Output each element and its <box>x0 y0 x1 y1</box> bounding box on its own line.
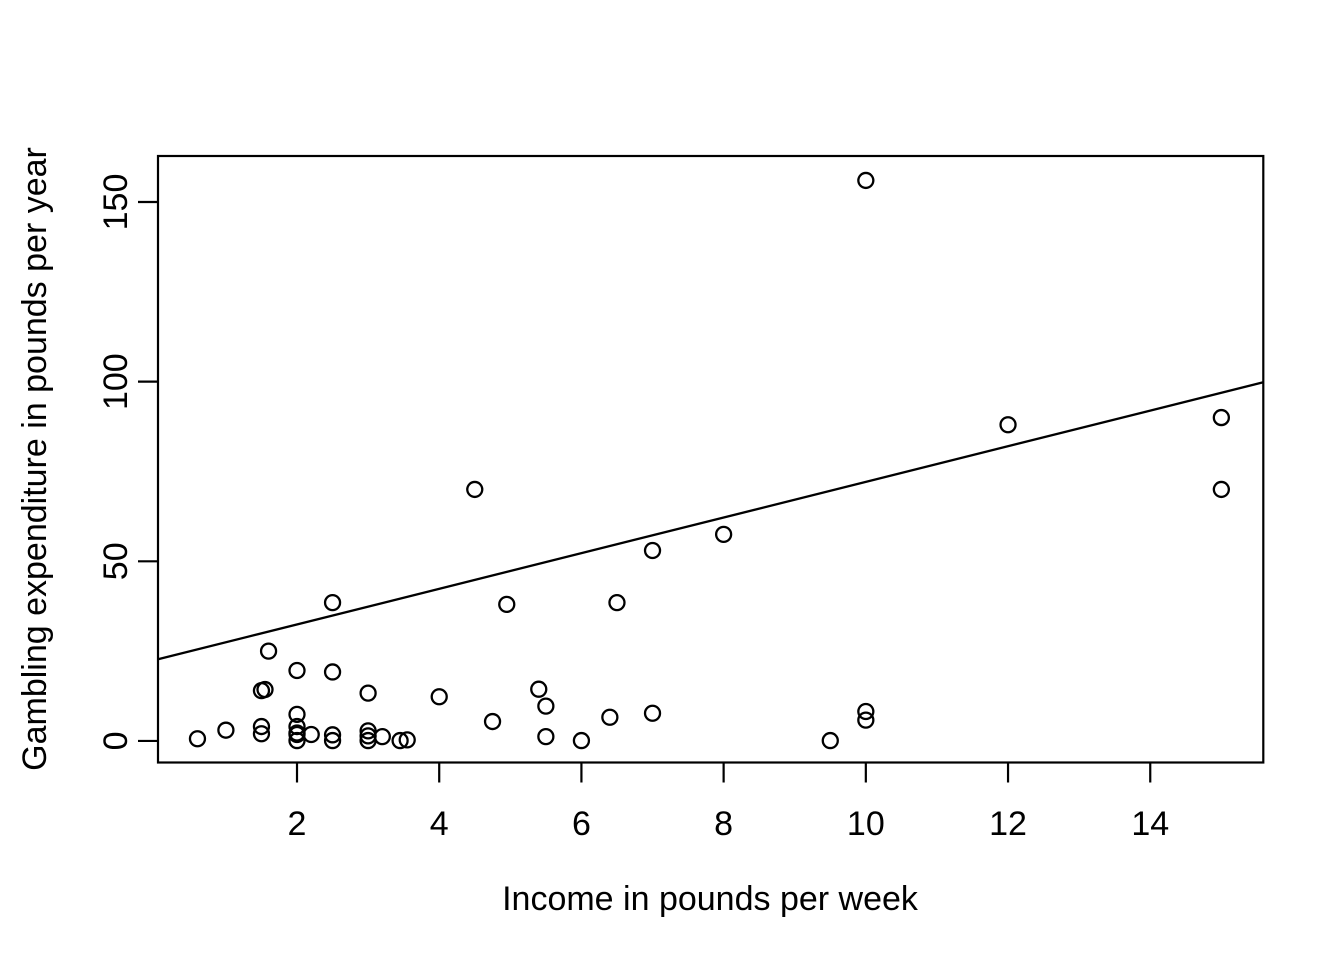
y-axis-title: Gambling expenditure in pounds per year <box>16 147 54 771</box>
data-point <box>537 727 555 746</box>
data-point <box>288 731 306 750</box>
data-point <box>572 731 591 750</box>
data-point <box>608 593 626 612</box>
data-point <box>259 642 278 660</box>
data-point <box>323 663 342 681</box>
data-point <box>398 731 416 749</box>
data-point <box>252 725 271 743</box>
y-tick-label: 0 <box>97 731 135 750</box>
data-point <box>483 712 502 731</box>
data-point <box>857 171 875 190</box>
data-point <box>1212 408 1230 427</box>
data-point <box>373 727 391 746</box>
data-point <box>288 705 306 724</box>
data-point <box>999 416 1017 434</box>
y-tick-label: 100 <box>97 353 135 410</box>
x-tick-label: 12 <box>989 805 1027 843</box>
data-point <box>256 680 274 699</box>
data-point <box>217 721 235 739</box>
data-point <box>1212 480 1230 499</box>
data-point <box>714 525 733 543</box>
data-point <box>821 731 839 750</box>
x-tick-label: 6 <box>572 805 591 843</box>
data-point <box>288 661 306 680</box>
data-point <box>466 480 484 499</box>
data-point <box>857 702 875 721</box>
y-tick-label: 50 <box>97 542 135 580</box>
x-tick-label: 10 <box>847 805 885 843</box>
y-tick-label: 150 <box>97 174 135 231</box>
data-point <box>302 725 320 744</box>
x-tick-label: 2 <box>288 805 307 843</box>
data-point <box>498 595 516 614</box>
data-point <box>323 726 342 744</box>
data-point <box>530 680 548 698</box>
data-point <box>643 704 662 722</box>
data-point <box>252 717 271 736</box>
x-tick-label: 14 <box>1131 805 1169 843</box>
data-point <box>323 731 342 750</box>
data-point <box>323 593 342 612</box>
data-point <box>430 688 448 706</box>
data-point <box>857 711 875 729</box>
data-point <box>391 731 409 750</box>
x-axis-title: Income in pounds per week <box>502 880 919 918</box>
plot-border <box>156 154 1265 764</box>
data-point <box>643 541 662 560</box>
plot-area: 2 4 6 8 10 12 14 0 50 100 150 <box>97 154 1265 843</box>
data-point <box>601 708 619 726</box>
data-point <box>359 684 377 702</box>
data-point <box>359 722 377 740</box>
regression-line <box>157 381 1264 661</box>
data-point <box>188 730 207 748</box>
data-point <box>537 697 555 715</box>
x-tick-label: 4 <box>430 805 449 843</box>
x-tick-label: 8 <box>714 805 733 843</box>
